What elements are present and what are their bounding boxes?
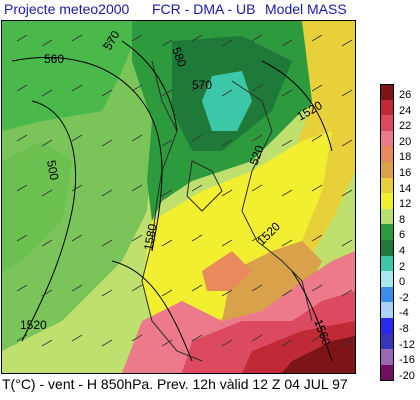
legend-entry: 4 xyxy=(380,239,420,257)
legend-swatch xyxy=(380,161,394,178)
contour-label: 500 xyxy=(44,159,61,181)
legend-label: -20 xyxy=(399,369,415,382)
coastlines xyxy=(141,60,313,362)
hottest-region xyxy=(282,336,355,373)
wind-barb-row xyxy=(16,334,353,347)
legend-label: 20 xyxy=(399,135,412,148)
green-region-nw xyxy=(2,21,142,131)
legend-label: 4 xyxy=(399,244,406,257)
legend-swatch xyxy=(380,115,394,132)
legend-entry: -12 xyxy=(380,333,420,351)
legend-label: 16 xyxy=(399,166,412,179)
wind-barb-row xyxy=(16,34,353,47)
contour-line xyxy=(111,260,193,362)
legend-label: 8 xyxy=(399,213,406,226)
legend-label: 24 xyxy=(399,104,412,117)
geopotential-contours xyxy=(11,40,333,362)
contour-line xyxy=(11,56,163,252)
legend-swatch xyxy=(380,99,394,116)
legend-label: 2 xyxy=(399,260,406,273)
legend-label: 22 xyxy=(399,120,412,133)
coastline-east xyxy=(231,80,313,322)
temperature-legend: 26 24 22 20 18 16 14 12 8 6 4 2 0 -2 -4 -8 -12 -16 -20 xyxy=(380,84,420,382)
wind-barb-row xyxy=(16,134,353,147)
contour-label: 1580 xyxy=(141,222,159,251)
legend-label: -16 xyxy=(399,354,415,367)
legend-label: 18 xyxy=(399,151,412,164)
legend-swatch xyxy=(380,333,394,350)
legend-swatch xyxy=(380,239,394,256)
contour-line xyxy=(121,40,178,132)
institution-label: FCR - DMA - UB xyxy=(152,1,256,17)
legend-entry: -4 xyxy=(380,302,420,320)
wind-barbs xyxy=(16,34,353,347)
legend-swatch xyxy=(380,302,394,319)
contour-labels: 560 570 580 500 570 520 1520 1580 1520 1… xyxy=(20,28,334,348)
contour-line xyxy=(291,270,333,362)
legend-entry: 6 xyxy=(380,224,420,242)
orange-spot xyxy=(202,251,252,291)
map-header: Projecte meteo2000 FCR - DMA - UB Model … xyxy=(0,0,420,20)
wind-barb-row xyxy=(16,284,353,297)
orange-region xyxy=(222,241,322,331)
legend-entry: 2 xyxy=(380,255,420,273)
legend-swatch xyxy=(380,130,394,147)
contour-label: 1520 xyxy=(20,318,47,332)
legend-swatch xyxy=(380,224,394,241)
legend-label: 12 xyxy=(399,198,412,211)
coastline-west xyxy=(141,60,203,362)
legend-entry: 18 xyxy=(380,146,420,164)
contour-label: 520 xyxy=(247,143,267,167)
legend-entry: 12 xyxy=(380,193,420,211)
contour-label: 570 xyxy=(192,78,212,92)
legend-entry: 0 xyxy=(380,271,420,289)
model-label: Model MASS xyxy=(265,1,347,17)
coastline-island xyxy=(186,160,223,212)
legend-swatch xyxy=(380,271,394,288)
legend-label: -12 xyxy=(399,338,415,351)
legend-swatch xyxy=(380,177,394,194)
contour-line xyxy=(21,100,77,342)
legend-swatch xyxy=(380,146,394,163)
legend-swatch xyxy=(380,349,394,366)
legend-label: 6 xyxy=(399,229,406,242)
legend-swatch xyxy=(380,84,394,100)
legend-label: -8 xyxy=(399,322,409,335)
legend-swatch xyxy=(380,255,394,272)
legend-entry: 16 xyxy=(380,161,420,179)
green-region-w xyxy=(2,141,72,271)
legend-swatch xyxy=(380,317,394,334)
legend-label: 14 xyxy=(399,182,412,195)
contour-line xyxy=(261,60,333,152)
legend-entry: -2 xyxy=(380,286,420,304)
legend-label: -2 xyxy=(399,291,409,304)
legend-entry: -16 xyxy=(380,349,420,367)
legend-label: -4 xyxy=(399,307,409,320)
legend-swatch xyxy=(380,193,394,210)
wind-barb-row xyxy=(16,84,353,97)
legend-entry: -8 xyxy=(380,317,420,335)
map-caption: T(°C) - vent - H 850hPa. Prev. 12h vàlid… xyxy=(2,376,348,392)
legend-entry: -20 xyxy=(380,364,420,382)
legend-swatch xyxy=(380,364,394,381)
legend-swatch xyxy=(380,208,394,225)
legend-swatch xyxy=(380,286,394,303)
yellow-region xyxy=(142,131,332,341)
wind-barb-row xyxy=(16,184,353,197)
contour-label: 560 xyxy=(44,52,64,66)
contour-label: 580 xyxy=(169,45,189,69)
legend-entry: 22 xyxy=(380,115,420,133)
legend-label: 0 xyxy=(399,276,406,289)
legend-entry: 26 xyxy=(380,84,420,101)
weather-map: 560 570 580 500 570 520 1520 1580 1520 1… xyxy=(1,20,356,374)
temperature-field: 560 570 580 500 570 520 1520 1580 1520 1… xyxy=(2,21,355,373)
legend-entry: 24 xyxy=(380,99,420,117)
legend-entry: 8 xyxy=(380,208,420,226)
legend-entry: 20 xyxy=(380,130,420,148)
producer-label: Projecte meteo2000 xyxy=(4,1,130,17)
legend-label: 26 xyxy=(399,89,412,101)
legend-entry: 14 xyxy=(380,177,420,195)
wind-barb-row xyxy=(16,234,353,247)
